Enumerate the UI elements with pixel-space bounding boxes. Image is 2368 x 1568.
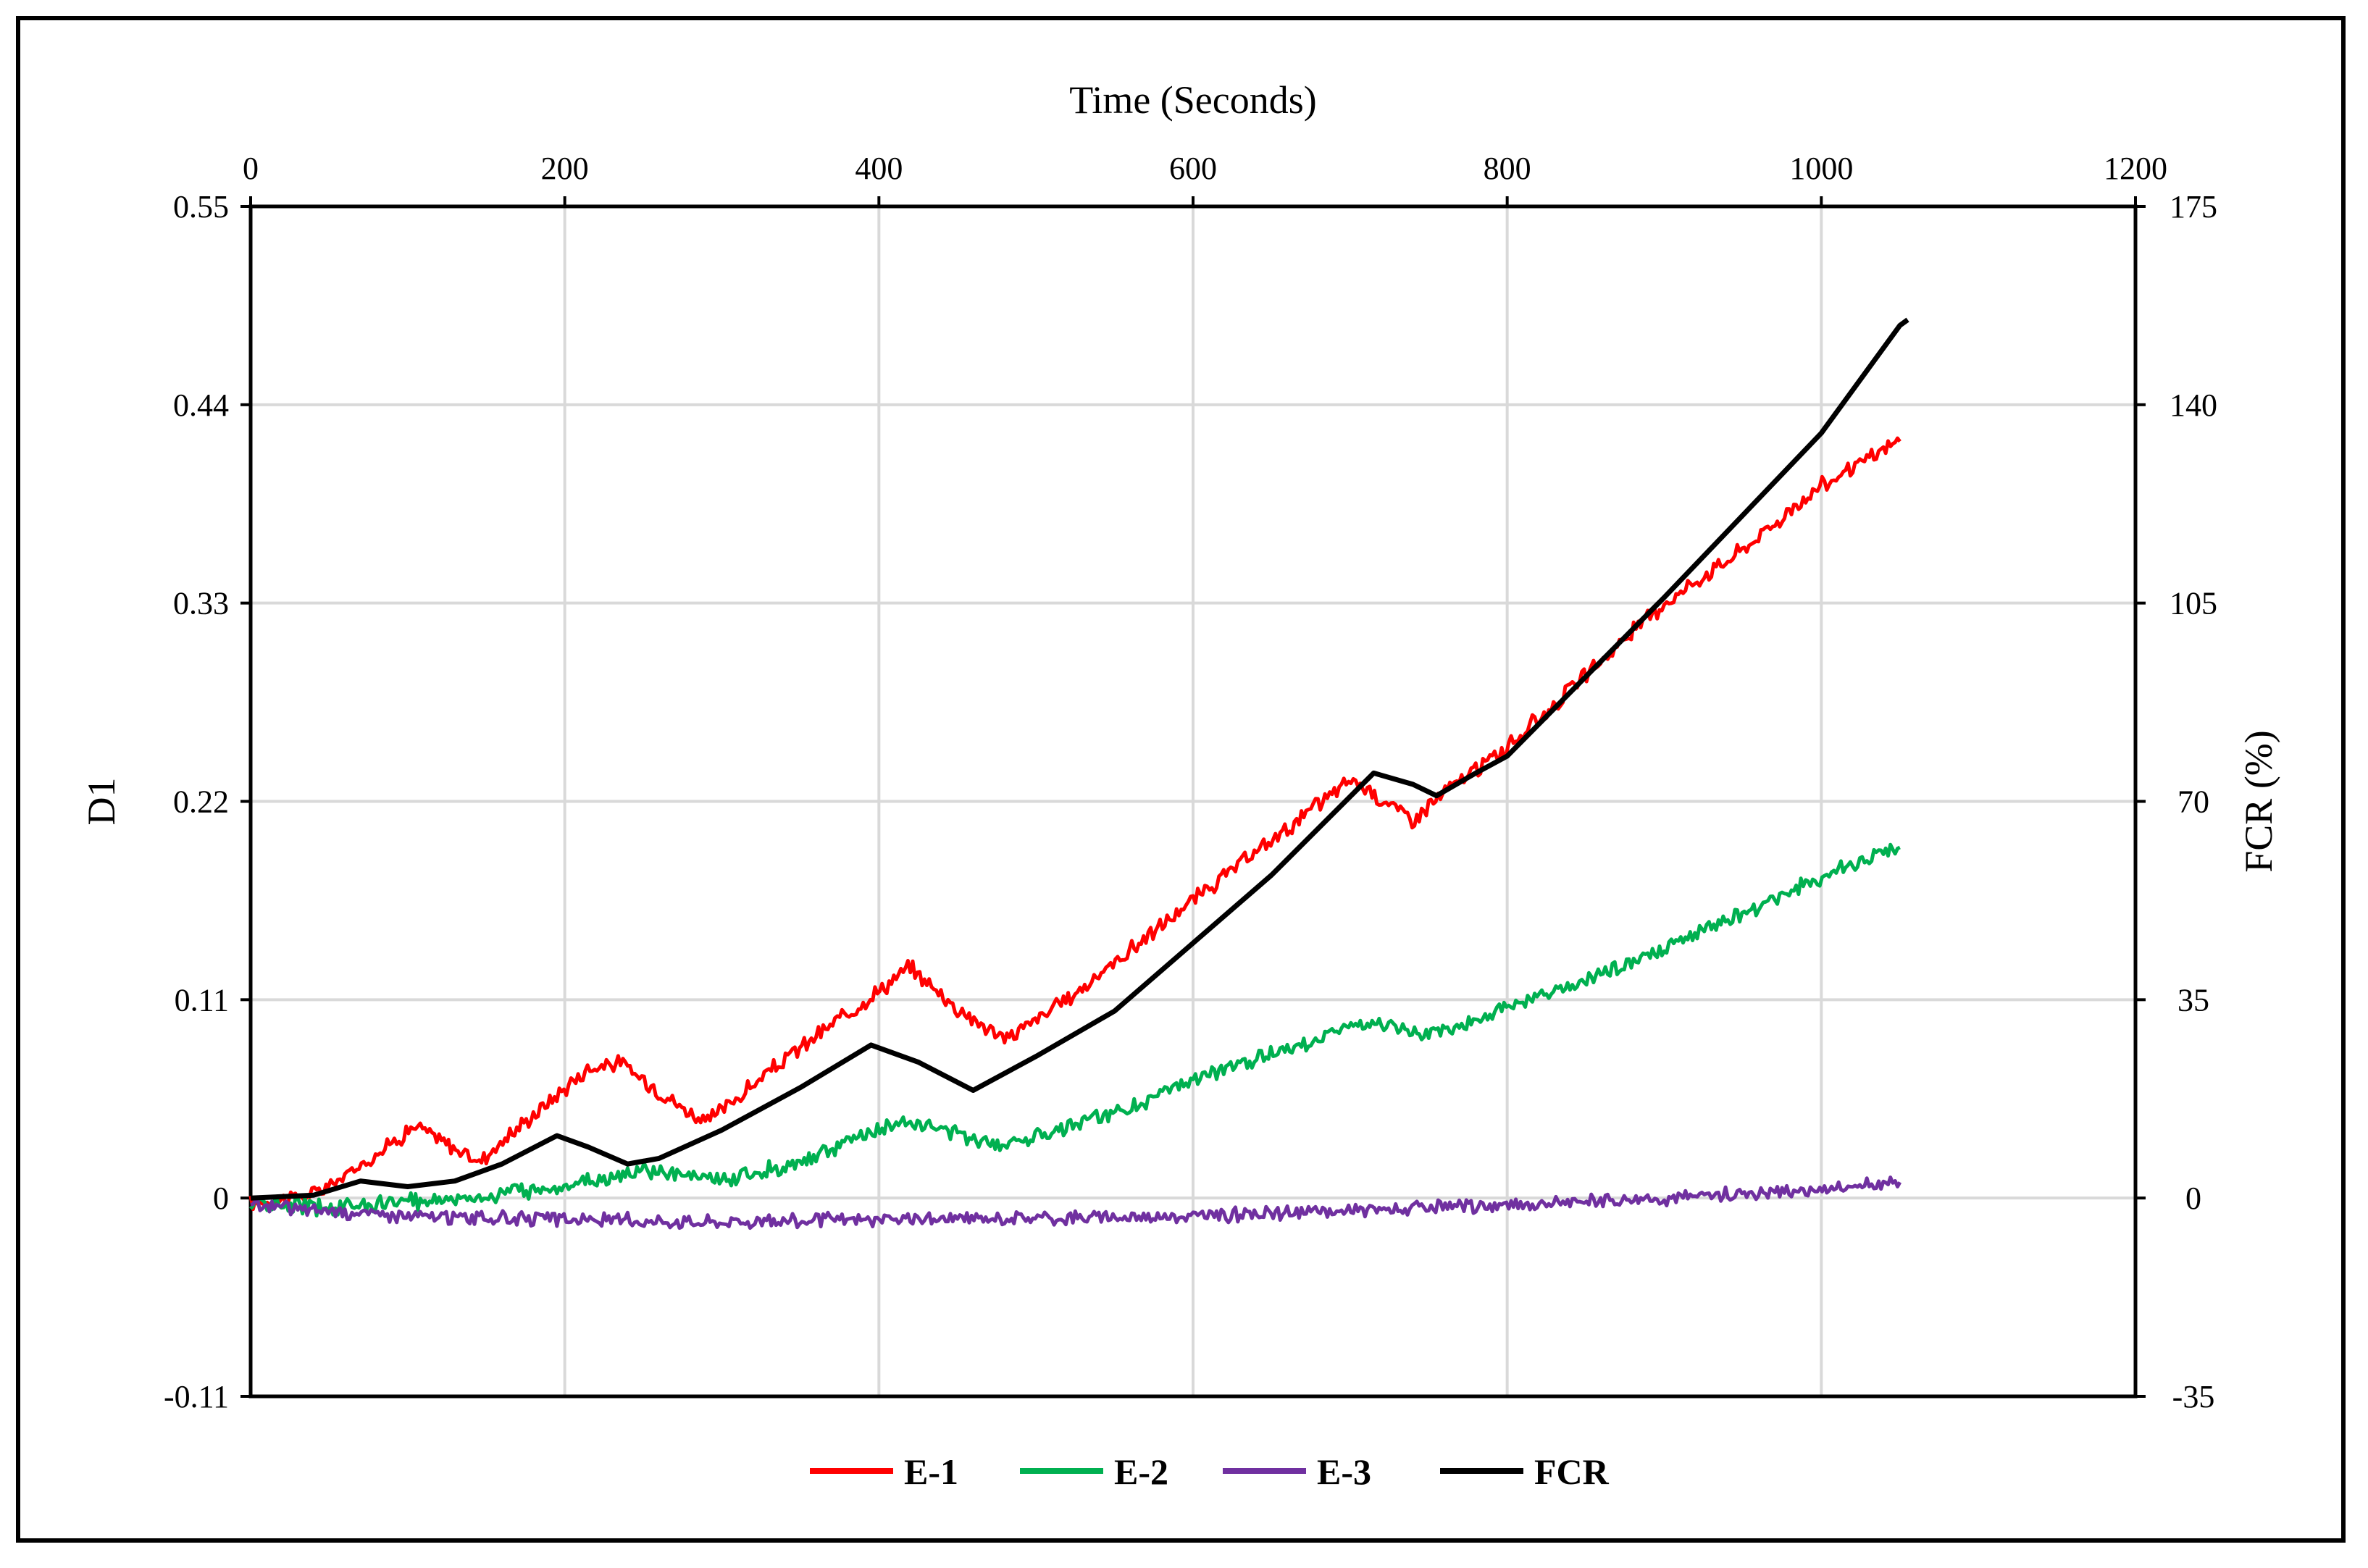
- x-tick-label: 400: [855, 151, 903, 186]
- y-right-tick-label: 105: [2170, 586, 2217, 621]
- series-line-fcr: [250, 317, 1909, 1201]
- x-tick-label: 600: [1169, 151, 1217, 186]
- legend-label-fcr: FCR: [1534, 1451, 1610, 1492]
- y-left-tick-label: 0.33: [173, 586, 229, 621]
- x-tick-label: 1200: [2104, 151, 2167, 186]
- legend-label-e-3: E-3: [1317, 1451, 1371, 1492]
- y-right-tick-label: 0: [2185, 1181, 2201, 1216]
- series-line-e-1: [248, 436, 1901, 1212]
- gridlines: [251, 206, 2135, 1396]
- chart-frame: 0 200 400 600 800 1000 1200 -0.11 0 0.11 0.22 0.33 0…: [16, 16, 2346, 1543]
- x-tick-label: 0: [243, 151, 259, 186]
- y-left-tick-label: 0.44: [173, 387, 229, 423]
- y-left-tick-label: 0.55: [173, 189, 229, 225]
- y-right-tick-label: 35: [2177, 982, 2209, 1018]
- y-right-axis-title: FCR (%): [2237, 730, 2280, 873]
- axes: 0 200 400 600 800 1000 1200 -0.11 0 0.11 0.22 0.33 0…: [164, 151, 2217, 1414]
- x-tick-label: 200: [541, 151, 589, 186]
- y-left-axis-title: D1: [80, 778, 123, 826]
- y-left-tick-label: 0.22: [173, 784, 229, 820]
- y-left-tick-label: 0.11: [175, 982, 229, 1018]
- y-right-tick-label: 70: [2177, 784, 2209, 820]
- x-axis-title: Time (Seconds): [1069, 78, 1317, 122]
- legend-label-e-1: E-1: [904, 1451, 958, 1492]
- y-right-tick-label: 140: [2170, 387, 2217, 423]
- series-line-e-2: [249, 842, 1901, 1217]
- series-line-e-3: [250, 1175, 1901, 1230]
- y-right-tick-label: -35: [2172, 1379, 2215, 1414]
- y-right-tick-label: 175: [2170, 189, 2217, 225]
- y-left-tick-label: 0: [213, 1181, 229, 1216]
- x-tick-label: 800: [1484, 151, 1531, 186]
- y-left-tick-label: -0.11: [164, 1379, 229, 1414]
- legend-label-e-2: E-2: [1114, 1451, 1168, 1492]
- x-tick-label: 1000: [1789, 151, 1853, 186]
- line-chart: 0 200 400 600 800 1000 1200 -0.11 0 0.11 0.22 0.33 0…: [80, 78, 2280, 1492]
- series-group: [248, 317, 1909, 1230]
- legend: E-1 E-2 E-3 FCR: [810, 1451, 1610, 1492]
